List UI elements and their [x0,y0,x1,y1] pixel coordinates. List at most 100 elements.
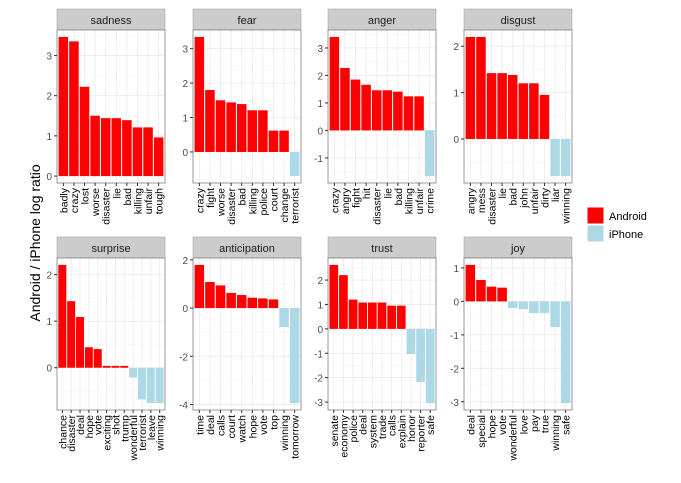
y-tick-label: 1 [453,89,459,100]
x-tick-label: badly [58,187,70,213]
bar-killing [247,110,258,152]
y-tick-label: -4 [179,401,188,412]
x-tick-label: winning [550,415,562,452]
bar-wonderful [129,367,138,378]
bar-lie [497,73,507,139]
x-tick-label: system [367,415,379,449]
facet-title: anger [368,15,396,27]
x-tick-label: winning [155,415,167,452]
y-tick-label: -2 [314,374,323,385]
facet-title: joy [510,243,526,255]
bar-winning [279,308,289,328]
x-tick-label: exciting [102,415,114,451]
bar-police [348,299,358,329]
bar-unfair [529,83,539,139]
bar-hit [361,84,371,131]
x-tick-label: trade [377,415,389,439]
bar-disaster [371,90,382,131]
bar-love [518,301,529,310]
x-tick-label: liar [550,188,562,203]
bar-change [279,130,289,152]
bar-hope [247,297,258,309]
bar-terrorist [138,367,146,400]
bar-vote [497,287,507,302]
facet-fear: fear 0 1 2 3 crazyfightworsedisasterbadkillin… [182,8,302,225]
bar-crazy [69,41,79,177]
x-tick-label: safe [561,415,573,435]
bar-reporter [416,328,425,383]
x-tick-label: top [268,415,280,430]
x-tick-label: bad [122,188,134,206]
x-tick-label: special [476,415,488,448]
x-tick-label: lost [80,188,92,204]
x-tick-label: calls [216,415,228,436]
bar-deal [465,264,476,302]
x-tick-label: love [518,415,530,434]
bar-unfair [143,127,153,177]
x-tick-label: economy [338,414,350,457]
x-tick-label: terrorist [290,188,302,224]
x-tick-label: deal [358,415,370,435]
bar-disaster [486,73,497,139]
y-tick-label: 3 [182,45,188,56]
bar-lie [111,118,122,177]
panel-border [192,29,302,184]
bar-safe [560,301,571,404]
y-tick-label: 0 [182,304,188,315]
bar-terrorist [289,151,300,177]
x-tick-label: shot [110,415,122,435]
y-tick-label: 0 [182,148,188,159]
bar-tomorrow [289,308,300,404]
bar-lost [79,86,90,177]
y-tick-label: 2 [182,256,188,267]
x-tick-label: disaster [101,187,113,224]
x-tick-label: fight [351,188,363,208]
bar-liar [550,138,560,177]
x-tick-label: unfair [414,187,426,214]
bar-disaster [226,102,236,152]
bar-special [476,279,486,302]
x-tick-label: winning [279,415,291,452]
x-tick-label: vote [93,415,105,435]
bar-calls [215,285,226,309]
y-tick-label: 2 [46,92,52,103]
legend-label-iphone: iPhone [609,229,643,241]
facet-title: surprise [91,243,130,255]
x-tick-label: worse [216,188,228,217]
bar-vote [258,298,268,309]
bar-john [518,83,529,139]
x-tick-label: deal [75,415,87,435]
bar-fight [205,89,215,152]
x-tick-label: true [539,415,551,433]
x-tick-label: reporter [416,414,428,451]
x-tick-label: wonderful [128,415,140,462]
bar-deal [358,302,368,329]
y-tick-label: -2 [450,364,459,375]
x-tick-label: chance [57,415,69,449]
x-tick-label: crime [425,188,437,214]
facet-disgust: disgust 0 1 2 angrymessdisasterliebadjohnunf… [453,8,573,225]
x-tick-label: bad [393,188,405,206]
bar-police [258,110,268,152]
x-tick-label: hope [84,415,96,439]
bar-shot [111,365,120,368]
y-tick-label: -3 [314,398,323,409]
bar-killing [132,127,143,177]
x-tick-label: bad [508,188,520,206]
x-tick-label: disaster [372,187,384,224]
y-tick-label: 0 [46,172,52,183]
x-tick-label: lie [382,188,394,199]
bar-watch [236,295,247,309]
bar-winning [550,301,560,328]
bar-angry [340,68,350,131]
x-tick-label: trump [119,415,131,442]
x-tick-label: fight [205,188,217,208]
bar-disaster [100,118,111,177]
facet-sadness: sadness 0 1 2 3 badlycrazylostworsedisasterli… [46,8,166,225]
x-tick-label: unfair [529,187,541,214]
bar-disaster [67,301,76,368]
x-tick-label: killing [247,188,259,214]
x-tick-label: killing [403,188,415,214]
facet-surprise: surprise 0 1 2 chancedisasterdealhopevoteexc… [46,236,167,462]
